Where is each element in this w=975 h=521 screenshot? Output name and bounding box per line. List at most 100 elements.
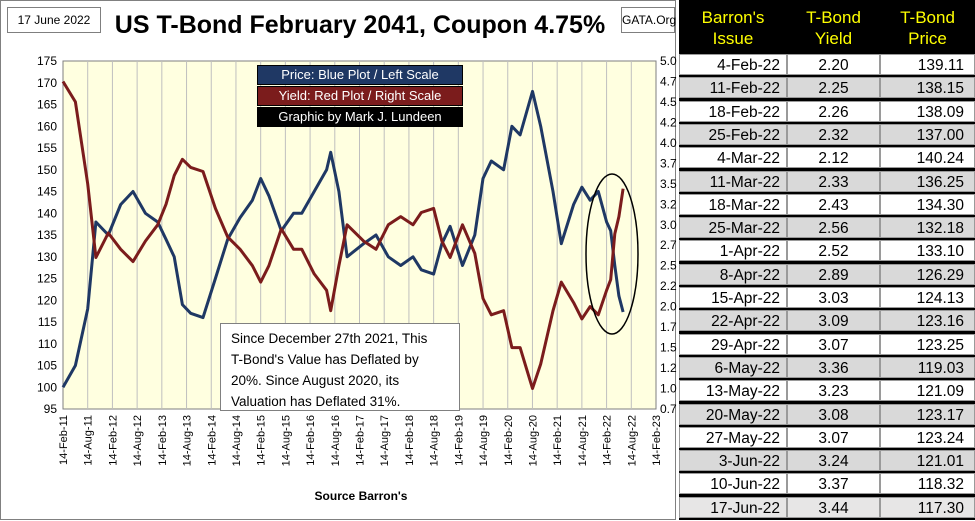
cell-yield: 2.43	[787, 193, 880, 215]
cell-issue: 17-Jun-22	[679, 496, 787, 518]
x-tick-label: 14-Aug-22	[626, 415, 638, 466]
y-right-tick-label: 3.75	[660, 156, 677, 170]
cell-price: 133.10	[880, 240, 975, 262]
table-row: 13-May-22 3.23 121.09	[679, 380, 975, 402]
x-tick-label: 14-Feb-15	[256, 415, 268, 466]
cell-issue: 27-May-22	[679, 426, 787, 448]
cell-price: 132.18	[880, 217, 975, 239]
y-right-tick-label: 4.25	[660, 115, 677, 129]
cell-yield: 3.07	[787, 426, 880, 448]
table-row: 11-Mar-22 2.33 136.25	[679, 170, 975, 192]
x-tick-label: 14-Aug-16	[330, 415, 342, 466]
table-row: 18-Feb-22 2.26 138.09	[679, 100, 975, 122]
cell-yield: 3.24	[787, 450, 880, 472]
cell-issue: 15-Apr-22	[679, 287, 787, 308]
cell-price: 138.15	[880, 77, 975, 99]
y-left-tick-label: 130	[37, 250, 57, 264]
cell-price: 140.24	[880, 147, 975, 169]
cell-price: 134.30	[880, 193, 975, 215]
annotation-note: Since December 27th 2021, This T-Bond's …	[220, 323, 460, 411]
y-left-tick-label: 120	[37, 293, 57, 307]
cell-yield: 2.20	[787, 54, 880, 75]
cell-yield: 2.33	[787, 170, 880, 192]
y-left-tick-label: 140	[37, 206, 57, 220]
cell-issue: 18-Feb-22	[679, 100, 787, 122]
table-row: 29-Apr-22 3.07 123.25	[679, 333, 975, 355]
table-row: 22-Apr-22 3.09 123.16	[679, 310, 975, 332]
price-line	[61, 89, 625, 389]
table-row: 20-May-22 3.08 123.17	[679, 403, 975, 425]
cell-yield: 2.52	[787, 240, 880, 262]
source-tag: GATA.Org	[621, 7, 676, 33]
y-left-tick-label: 100	[37, 380, 57, 394]
y-right-tick-label: 2.25	[660, 279, 677, 293]
table-row: 15-Apr-22 3.03 124.13	[679, 287, 975, 308]
note-line-1: Since December 27th 2021, This	[231, 331, 428, 346]
table-row: 27-May-22 3.07 123.24	[679, 426, 975, 448]
highlight-ellipse	[585, 173, 639, 335]
cell-yield: 3.09	[787, 310, 880, 332]
y-right-tick-label: 1.75	[660, 320, 677, 334]
cell-price: 121.09	[880, 380, 975, 402]
legend-price: Price: Blue Plot / Left Scale	[257, 65, 463, 85]
cell-price: 126.29	[880, 263, 975, 285]
cell-issue: 1-Apr-22	[679, 240, 787, 262]
x-tick-label: 14-Feb-11	[58, 415, 70, 465]
note-line-3: 20%. Since August 2020, its	[231, 373, 400, 388]
data-table: Barron's Issue T-Bond Yield T-Bond Price…	[679, 0, 975, 520]
note-line-4: Valuation has Deflated 31%.	[231, 394, 401, 409]
x-tick-label: 14-Feb-14	[206, 415, 218, 466]
cell-price: 124.13	[880, 287, 975, 308]
table-row: 25-Mar-22 2.56 132.18	[679, 217, 975, 239]
table-row: 10-Jun-22 3.37 118.32	[679, 473, 975, 495]
cell-yield: 2.12	[787, 147, 880, 169]
cell-yield: 2.56	[787, 217, 880, 239]
y-left-tick-label: 145	[37, 185, 57, 199]
y-right-tick-label: 3.25	[660, 197, 677, 211]
header-price: T-Bond Price	[880, 4, 975, 50]
legend: Price: Blue Plot / Left Scale Yield: Red…	[257, 65, 463, 128]
cell-issue: 20-May-22	[679, 403, 787, 425]
cell-yield: 3.23	[787, 380, 880, 402]
chart-title: US T-Bond February 2041, Coupon 4.75%	[114, 11, 606, 39]
y-right-tick-label: 4.75	[660, 74, 677, 88]
table-row: 4-Mar-22 2.12 140.24	[679, 147, 975, 169]
x-tick-label: 14-Feb-23	[651, 415, 663, 466]
cell-price: 139.11	[880, 54, 975, 75]
y-left-tick-label: 160	[37, 119, 57, 133]
header-issue: Barron's Issue	[679, 4, 787, 50]
cell-issue: 13-May-22	[679, 380, 787, 402]
cell-price: 137.00	[880, 123, 975, 145]
y-right-tick-label: 1.50	[660, 341, 677, 355]
legend-yield: Yield: Red Plot / Right Scale	[257, 86, 463, 106]
x-tick-label: 14-Aug-14	[231, 415, 243, 466]
y-left-tick-label: 150	[37, 163, 57, 177]
table-row: 25-Feb-22 2.32 137.00	[679, 123, 975, 145]
table-row: 11-Feb-22 2.25 138.15	[679, 77, 975, 99]
x-tick-label: 14-Aug-20	[527, 415, 539, 466]
cell-price: 123.16	[880, 310, 975, 332]
cell-price: 123.24	[880, 426, 975, 448]
cell-issue: 11-Mar-22	[679, 170, 787, 192]
cell-yield: 2.89	[787, 263, 880, 285]
y-right-tick-label: 4.50	[660, 95, 677, 109]
x-tick-label: 14-Feb-18	[404, 415, 416, 466]
cell-price: 119.03	[880, 356, 975, 378]
y-left-tick-label: 110	[38, 337, 57, 351]
y-right-tick-label: 2.50	[660, 259, 677, 273]
table-row: 17-Jun-22 3.44 117.30	[679, 496, 975, 518]
y-left-tick-label: 105	[37, 359, 57, 373]
chart-panel: 14-Feb-11 14-Aug-11 14-Feb-12 14-Aug-12 14-F…	[0, 0, 677, 520]
cell-issue: 25-Mar-22	[679, 217, 787, 239]
y-left-tick-label: 95	[44, 402, 58, 416]
note-line-2: T-Bond's Value has Deflated by	[231, 352, 419, 367]
cell-yield: 2.26	[787, 100, 880, 122]
cell-issue: 4-Feb-22	[679, 54, 787, 75]
x-tick-label: 14-Aug-12	[132, 415, 144, 466]
y-right-tick-label: 4.00	[660, 136, 677, 150]
date-label: 17 June 2022	[7, 7, 101, 33]
cell-price: 123.25	[880, 333, 975, 355]
cell-price: 118.32	[880, 473, 975, 495]
y-right-tick-label: 1.00	[660, 382, 677, 396]
y-left-tick-label: 135	[37, 228, 57, 242]
